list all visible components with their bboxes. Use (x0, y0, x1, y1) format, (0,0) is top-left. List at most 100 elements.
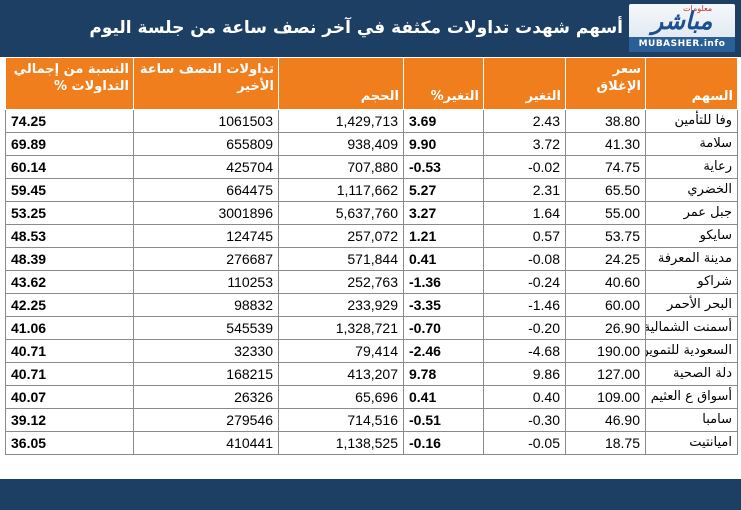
table-row: 48.39 276687 571,844 0.41 -0.08 24.25 مدينة ال… (5, 247, 738, 271)
cell-name: البحر الأحمر (645, 293, 738, 317)
cell-chg: -0.02 (483, 155, 566, 179)
cell-last: 26326 (133, 385, 279, 409)
cell-pct: 74.25 (5, 109, 134, 133)
cell-chgp: 9.78 (403, 362, 484, 386)
cell-chgp: -0.51 (403, 408, 484, 432)
cell-chg: -0.24 (483, 270, 566, 294)
table-row: 42.25 98832 233,929 -3.35 -1.46 60.00 البحر ال… (5, 293, 738, 317)
cell-last: 425704 (133, 155, 279, 179)
cell-close: 38.80 (565, 109, 646, 133)
cell-last: 32330 (133, 339, 279, 363)
cell-chgp: 9.90 (403, 132, 484, 156)
cell-pct: 36.05 (5, 431, 134, 455)
column-header-volume: الحجم (278, 57, 404, 110)
cell-name: مدينة المعرفة (645, 247, 738, 271)
page-title: أسهم شهدت تداولات مكثفة في آخر نصف ساعة … (89, 18, 623, 38)
cell-pct: 40.71 (5, 339, 134, 363)
cell-chgp: 1.21 (403, 224, 484, 248)
column-header-change: التغير (483, 57, 566, 110)
column-header-last-half-hour: تداولات النصف ساعة الأخير (133, 57, 279, 110)
cell-chg: -0.30 (483, 408, 566, 432)
cell-chgp: 3.27 (403, 201, 484, 225)
cell-last: 664475 (133, 178, 279, 202)
cell-close: 127.00 (565, 362, 646, 386)
cell-name: اميانتيت (645, 431, 738, 455)
table-row: 48.53 124745 257,072 1.21 0.57 53.75 سايكو (5, 224, 738, 248)
cell-last: 3001896 (133, 201, 279, 225)
table-row: 40.71 168215 413,207 9.78 9.86 127.00 دلة الصح… (5, 362, 738, 386)
table-row: 36.05 410441 1,138,525 -0.16 -0.05 18.75 اميان… (5, 431, 738, 455)
cell-name: أسواق ع العثيم (645, 385, 738, 409)
table-row: 53.25 3001896 5,637,760 3.27 1.64 55.00 جبل عم… (5, 201, 738, 225)
cell-name: أسمنت الشمالية (645, 316, 738, 340)
cell-last: 124745 (133, 224, 279, 248)
cell-chg: 3.72 (483, 132, 566, 156)
cell-name: سايكو (645, 224, 738, 248)
cell-pct: 60.14 (5, 155, 134, 179)
logo-arabic-text: مباشر (651, 6, 713, 35)
cell-vol: 257,072 (278, 224, 404, 248)
cell-last: 276687 (133, 247, 279, 271)
column-header-stock: السهم (645, 57, 738, 110)
cell-name: وفا للتأمين (645, 109, 738, 133)
cell-chg: 2.31 (483, 178, 566, 202)
cell-pct: 42.25 (5, 293, 134, 317)
cell-chg: 0.40 (483, 385, 566, 409)
cell-chg: -1.46 (483, 293, 566, 317)
cell-pct: 43.62 (5, 270, 134, 294)
cell-vol: 1,328,721 (278, 316, 404, 340)
cell-vol: 413,207 (278, 362, 404, 386)
title-banner: أسهم شهدت تداولات مكثفة في آخر نصف ساعة … (0, 0, 741, 57)
cell-name: سلامة (645, 132, 738, 156)
cell-pct: 48.53 (5, 224, 134, 248)
cell-vol: 1,429,713 (278, 109, 404, 133)
cell-name: السعودية للتموين (645, 339, 738, 363)
cell-last: 545539 (133, 316, 279, 340)
cell-vol: 707,880 (278, 155, 404, 179)
cell-chg: 2.43 (483, 109, 566, 133)
cell-vol: 233,929 (278, 293, 404, 317)
cell-close: 74.75 (565, 155, 646, 179)
cell-last: 410441 (133, 431, 279, 455)
cell-chg: -4.68 (483, 339, 566, 363)
cell-close: 41.30 (565, 132, 646, 156)
cell-close: 60.00 (565, 293, 646, 317)
cell-chgp: -1.36 (403, 270, 484, 294)
cell-chg: 1.64 (483, 201, 566, 225)
column-header-close-price: سعر الإغلاق (565, 57, 646, 110)
cell-vol: 938,409 (278, 132, 404, 156)
cell-pct: 40.71 (5, 362, 134, 386)
cell-chgp: -0.53 (403, 155, 484, 179)
cell-pct: 53.25 (5, 201, 134, 225)
cell-pct: 69.89 (5, 132, 134, 156)
cell-chg: 9.86 (483, 362, 566, 386)
cell-vol: 79,414 (278, 339, 404, 363)
cell-last: 98832 (133, 293, 279, 317)
cell-vol: 714,516 (278, 408, 404, 432)
logo-english-text: MUBASHER.info (629, 37, 735, 52)
cell-last: 168215 (133, 362, 279, 386)
cell-chgp: 3.69 (403, 109, 484, 133)
cell-close: 109.00 (565, 385, 646, 409)
cell-chg: -0.05 (483, 431, 566, 455)
cell-vol: 65,696 (278, 385, 404, 409)
cell-close: 18.75 (565, 431, 646, 455)
cell-chg: -0.20 (483, 316, 566, 340)
cell-name: سامبا (645, 408, 738, 432)
cell-pct: 59.45 (5, 178, 134, 202)
column-header-percent-of-total: النسبة من إجمالي التداولات % (5, 57, 134, 110)
cell-chgp: 0.41 (403, 247, 484, 271)
cell-chgp: -2.46 (403, 339, 484, 363)
cell-name: جبل عمر (645, 201, 738, 225)
table-row: 43.62 110253 252,763 -1.36 -0.24 40.60 شراكو (5, 270, 738, 294)
cell-vol: 252,763 (278, 270, 404, 294)
table-row: 74.25 1061503 1,429,713 3.69 2.43 38.80 وفا لل… (5, 109, 738, 133)
footer-bar (0, 479, 741, 510)
table-header-row: النسبة من إجمالي التداولات % تداولات الن… (5, 57, 738, 110)
cell-close: 46.90 (565, 408, 646, 432)
cell-chgp: 0.41 (403, 385, 484, 409)
cell-close: 26.90 (565, 316, 646, 340)
cell-last: 1061503 (133, 109, 279, 133)
cell-pct: 40.07 (5, 385, 134, 409)
